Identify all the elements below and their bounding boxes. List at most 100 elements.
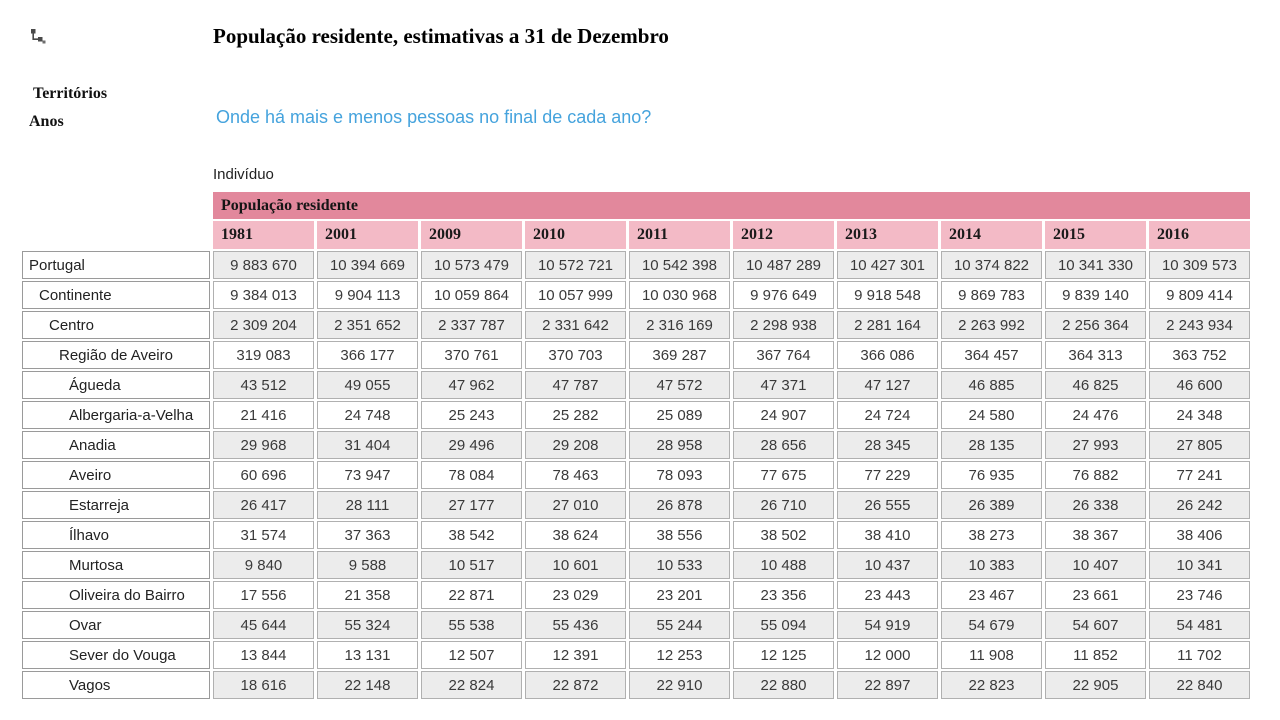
value-cell: 76 935	[941, 461, 1042, 489]
value-cell: 47 371	[733, 371, 834, 399]
value-cell: 54 679	[941, 611, 1042, 639]
value-cell: 2 351 652	[317, 311, 418, 339]
value-cell: 60 696	[213, 461, 314, 489]
territory-label-cell: Águeda	[22, 371, 210, 399]
territory-label-cell: Sever do Vouga	[22, 641, 210, 669]
value-cell: 46 600	[1149, 371, 1250, 399]
territory-label-cell: Aveiro	[22, 461, 210, 489]
value-cell: 28 656	[733, 431, 834, 459]
value-cell: 2 316 169	[629, 311, 730, 339]
value-cell: 10 341 330	[1045, 251, 1146, 279]
value-cell: 11 908	[941, 641, 1042, 669]
value-cell: 26 389	[941, 491, 1042, 519]
value-cell: 10 488	[733, 551, 834, 579]
value-cell: 24 907	[733, 401, 834, 429]
value-cell: 25 282	[525, 401, 626, 429]
value-cell: 22 871	[421, 581, 522, 609]
value-cell: 24 476	[1045, 401, 1146, 429]
value-cell: 369 287	[629, 341, 730, 369]
value-cell: 55 244	[629, 611, 730, 639]
value-cell: 78 084	[421, 461, 522, 489]
year-header-row: 1981 2001 2009 2010 2011 2012 2013 2014 2015 2016	[22, 221, 1250, 249]
value-cell: 370 761	[421, 341, 522, 369]
value-cell: 12 253	[629, 641, 730, 669]
value-cell: 10 394 669	[317, 251, 418, 279]
value-cell: 22 824	[421, 671, 522, 699]
value-cell: 10 601	[525, 551, 626, 579]
value-cell: 10 057 999	[525, 281, 626, 309]
sidebar-item-anos[interactable]: Anos	[29, 113, 64, 130]
value-cell: 24 748	[317, 401, 418, 429]
value-cell: 23 443	[837, 581, 938, 609]
territory-label-cell: Centro	[22, 311, 210, 339]
value-cell: 9 384 013	[213, 281, 314, 309]
sidebar-item-territorios[interactable]: Territórios	[33, 85, 108, 102]
corner-cell	[22, 192, 210, 219]
value-cell: 38 624	[525, 521, 626, 549]
value-cell: 47 787	[525, 371, 626, 399]
territory-label-cell: Continente	[22, 281, 210, 309]
table-row: Aveiro 60 696 73 947 78 084 78 463 78 093 77 6…	[22, 461, 1250, 489]
value-cell: 12 125	[733, 641, 834, 669]
value-cell: 10 309 573	[1149, 251, 1250, 279]
value-cell: 24 724	[837, 401, 938, 429]
year-header-cell: 2011	[629, 221, 730, 249]
value-cell: 38 502	[733, 521, 834, 549]
value-cell: 2 256 364	[1045, 311, 1146, 339]
value-cell: 9 839 140	[1045, 281, 1146, 309]
value-cell: 10 407	[1045, 551, 1146, 579]
value-cell: 28 135	[941, 431, 1042, 459]
value-cell: 2 337 787	[421, 311, 522, 339]
value-cell: 12 000	[837, 641, 938, 669]
table-row: Continente 9 384 013 9 904 113 10 059 864 10…	[22, 281, 1250, 309]
value-cell: 25 243	[421, 401, 522, 429]
table-row: Região de Aveiro 319 083 366 177 370 761 370…	[22, 341, 1250, 369]
unit-label: Indivíduo	[213, 166, 274, 183]
value-cell: 10 427 301	[837, 251, 938, 279]
value-cell: 10 573 479	[421, 251, 522, 279]
value-cell: 38 367	[1045, 521, 1146, 549]
year-header-cell: 2001	[317, 221, 418, 249]
value-cell: 78 093	[629, 461, 730, 489]
value-cell: 11 702	[1149, 641, 1250, 669]
value-cell: 25 089	[629, 401, 730, 429]
population-table: População residente 1981 2001 2009 2010 2011…	[19, 190, 1253, 701]
value-cell: 26 555	[837, 491, 938, 519]
year-header-cell: 1981	[213, 221, 314, 249]
table-row: Albergaria-a-Velha 21 416 24 748 25 243 25 2…	[22, 401, 1250, 429]
year-header-cell: 2012	[733, 221, 834, 249]
value-cell: 22 905	[1045, 671, 1146, 699]
year-header-cell: 2009	[421, 221, 522, 249]
value-cell: 27 805	[1149, 431, 1250, 459]
value-cell: 367 764	[733, 341, 834, 369]
value-cell: 38 410	[837, 521, 938, 549]
table-row: Ílhavo 31 574 37 363 38 542 38 624 38 556 38 5…	[22, 521, 1250, 549]
value-cell: 38 273	[941, 521, 1042, 549]
value-cell: 12 391	[525, 641, 626, 669]
value-cell: 10 533	[629, 551, 730, 579]
territory-label-cell: Portugal	[22, 251, 210, 279]
value-cell: 47 572	[629, 371, 730, 399]
value-cell: 55 538	[421, 611, 522, 639]
hierarchy-icon[interactable]	[29, 27, 47, 45]
value-cell: 370 703	[525, 341, 626, 369]
value-cell: 54 607	[1045, 611, 1146, 639]
year-header-cell: 2013	[837, 221, 938, 249]
year-header-cell: 2010	[525, 221, 626, 249]
table-row: Oliveira do Bairro 17 556 21 358 22 871 23 0…	[22, 581, 1250, 609]
value-cell: 10 341	[1149, 551, 1250, 579]
value-cell: 22 823	[941, 671, 1042, 699]
value-cell: 27 993	[1045, 431, 1146, 459]
value-cell: 77 241	[1149, 461, 1250, 489]
territory-label-cell: Murtosa	[22, 551, 210, 579]
value-cell: 22 880	[733, 671, 834, 699]
value-cell: 23 661	[1045, 581, 1146, 609]
value-cell: 28 345	[837, 431, 938, 459]
territory-label-cell: Albergaria-a-Velha	[22, 401, 210, 429]
territory-label-cell: Anadia	[22, 431, 210, 459]
value-cell: 26 338	[1045, 491, 1146, 519]
value-cell: 22 872	[525, 671, 626, 699]
question-link[interactable]: Onde há mais e menos pessoas no final de…	[216, 107, 652, 127]
value-cell: 9 840	[213, 551, 314, 579]
value-cell: 9 904 113	[317, 281, 418, 309]
